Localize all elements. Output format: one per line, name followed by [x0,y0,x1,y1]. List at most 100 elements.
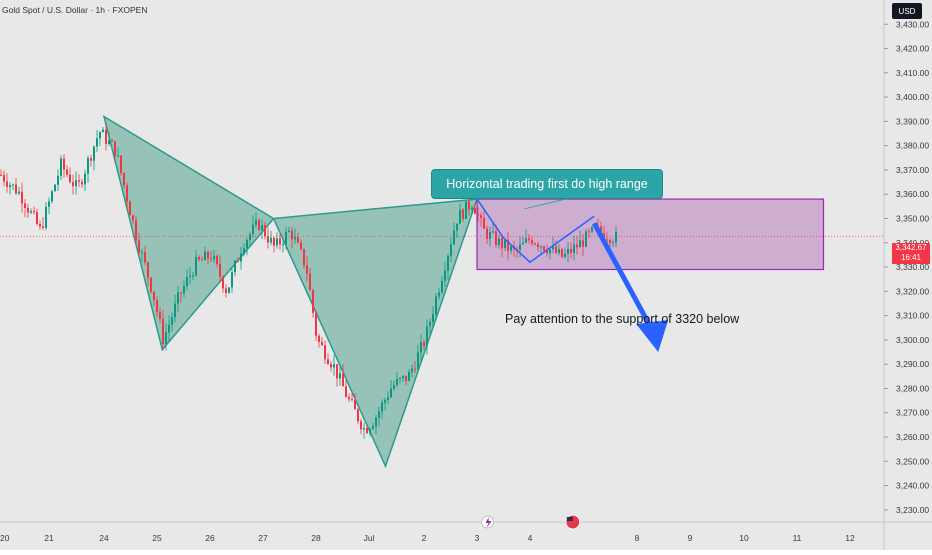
candle-body [63,158,65,170]
candle-body [327,359,329,364]
candle-body [123,172,125,186]
y-tick-label: 3,260.00 [896,432,929,442]
candle-body [291,230,293,240]
candle-body [282,244,284,246]
candle-body [114,141,116,156]
candle-body [96,138,98,147]
zigzag-path[interactable] [476,198,595,264]
x-tick-label: 2 [422,533,427,543]
candle-body [210,258,212,260]
harmonic-pattern[interactable] [102,114,825,469]
candle-body [537,244,539,248]
candle-body [195,256,197,276]
candle-body [363,427,365,430]
pattern-triangle-left[interactable] [102,114,275,352]
candle-body [561,248,563,257]
range-box[interactable] [476,198,825,271]
candle-body [222,276,224,289]
support-note[interactable]: Pay attention to the support of 3320 bel… [505,312,740,326]
candle-body [480,215,482,218]
candle-body [495,231,497,246]
candle-body [507,239,509,251]
candle-body [27,207,29,213]
candle-body [579,240,581,248]
candle-body [564,253,566,257]
candle-body [93,146,95,161]
candle-body [528,238,530,241]
candle-body [444,270,446,281]
candle-body [138,240,140,253]
y-tick-label: 3,290.00 [896,359,929,369]
y-tick-label: 3,310.00 [896,311,929,321]
x-tick-label: 10 [739,533,749,543]
candle-body [90,158,92,161]
candle-body [453,230,455,245]
candle-body [120,155,122,173]
candle-body [153,291,155,301]
candle-body [111,140,113,142]
candle-body [465,201,467,219]
x-tick-label: 9 [688,533,693,543]
candle-body [414,368,416,370]
candle-body [216,255,218,264]
candle-body [555,246,557,254]
y-tick-label: 3,340.00 [896,238,929,248]
y-tick-label: 3,250.00 [896,456,929,466]
y-tick-label: 3,270.00 [896,408,929,418]
candle-body [285,231,287,245]
candle-body [75,180,77,187]
x-tick-label: 25 [152,533,162,543]
candle-body [87,158,89,174]
candle-body [51,191,53,202]
candle-body [9,185,11,187]
currency-button[interactable]: USD [892,3,922,19]
candle-body [180,292,182,294]
candle-body [147,262,149,278]
x-tick-label: Jul [364,533,375,543]
candle-body [498,238,500,246]
candle-body [369,428,371,434]
candle-body [549,249,551,254]
candle-body [462,209,464,219]
candle-body [609,240,611,243]
y-tick-label: 3,330.00 [896,262,929,272]
y-tick-label: 3,420.00 [896,44,929,54]
forecast-arrow-head[interactable] [636,320,669,353]
candle-body [432,314,434,323]
candle-body [42,226,44,228]
candle-body [552,246,554,250]
candle-body [186,277,188,286]
candle-body [354,399,356,410]
candle-body [261,225,263,230]
x-tick-label: 27 [258,533,268,543]
candle-body [129,201,131,216]
candle-body [135,220,137,241]
candle-body [207,251,209,259]
candle-body [573,244,575,253]
candle-body [402,375,404,379]
candle-body [399,378,401,380]
candle-body [471,207,473,210]
candle-body [357,409,359,422]
candle-body [492,231,494,233]
candle-body [219,263,221,277]
candle-body [342,373,344,387]
candle-body [12,184,14,186]
y-tick-label: 3,230.00 [896,505,929,515]
candle-body [108,140,110,144]
candle-body [585,231,587,247]
pattern-triangle-right[interactable] [272,198,479,469]
candle-body [438,292,440,297]
candle-body [360,421,362,430]
candle-body [519,244,521,250]
candle-body [198,256,200,260]
callout-label[interactable]: Horizontal trading first do high range [431,169,663,199]
x-axis: 20 21 24 25 26 27 28 Jul 2 3 4 8 9 10 11 12 [0,533,855,543]
y-tick-label: 3,400.00 [896,92,929,102]
candle-body [33,211,35,213]
candle-body [60,158,62,176]
candle-body [570,249,572,253]
forecast-arrow-shaft[interactable] [592,222,655,332]
